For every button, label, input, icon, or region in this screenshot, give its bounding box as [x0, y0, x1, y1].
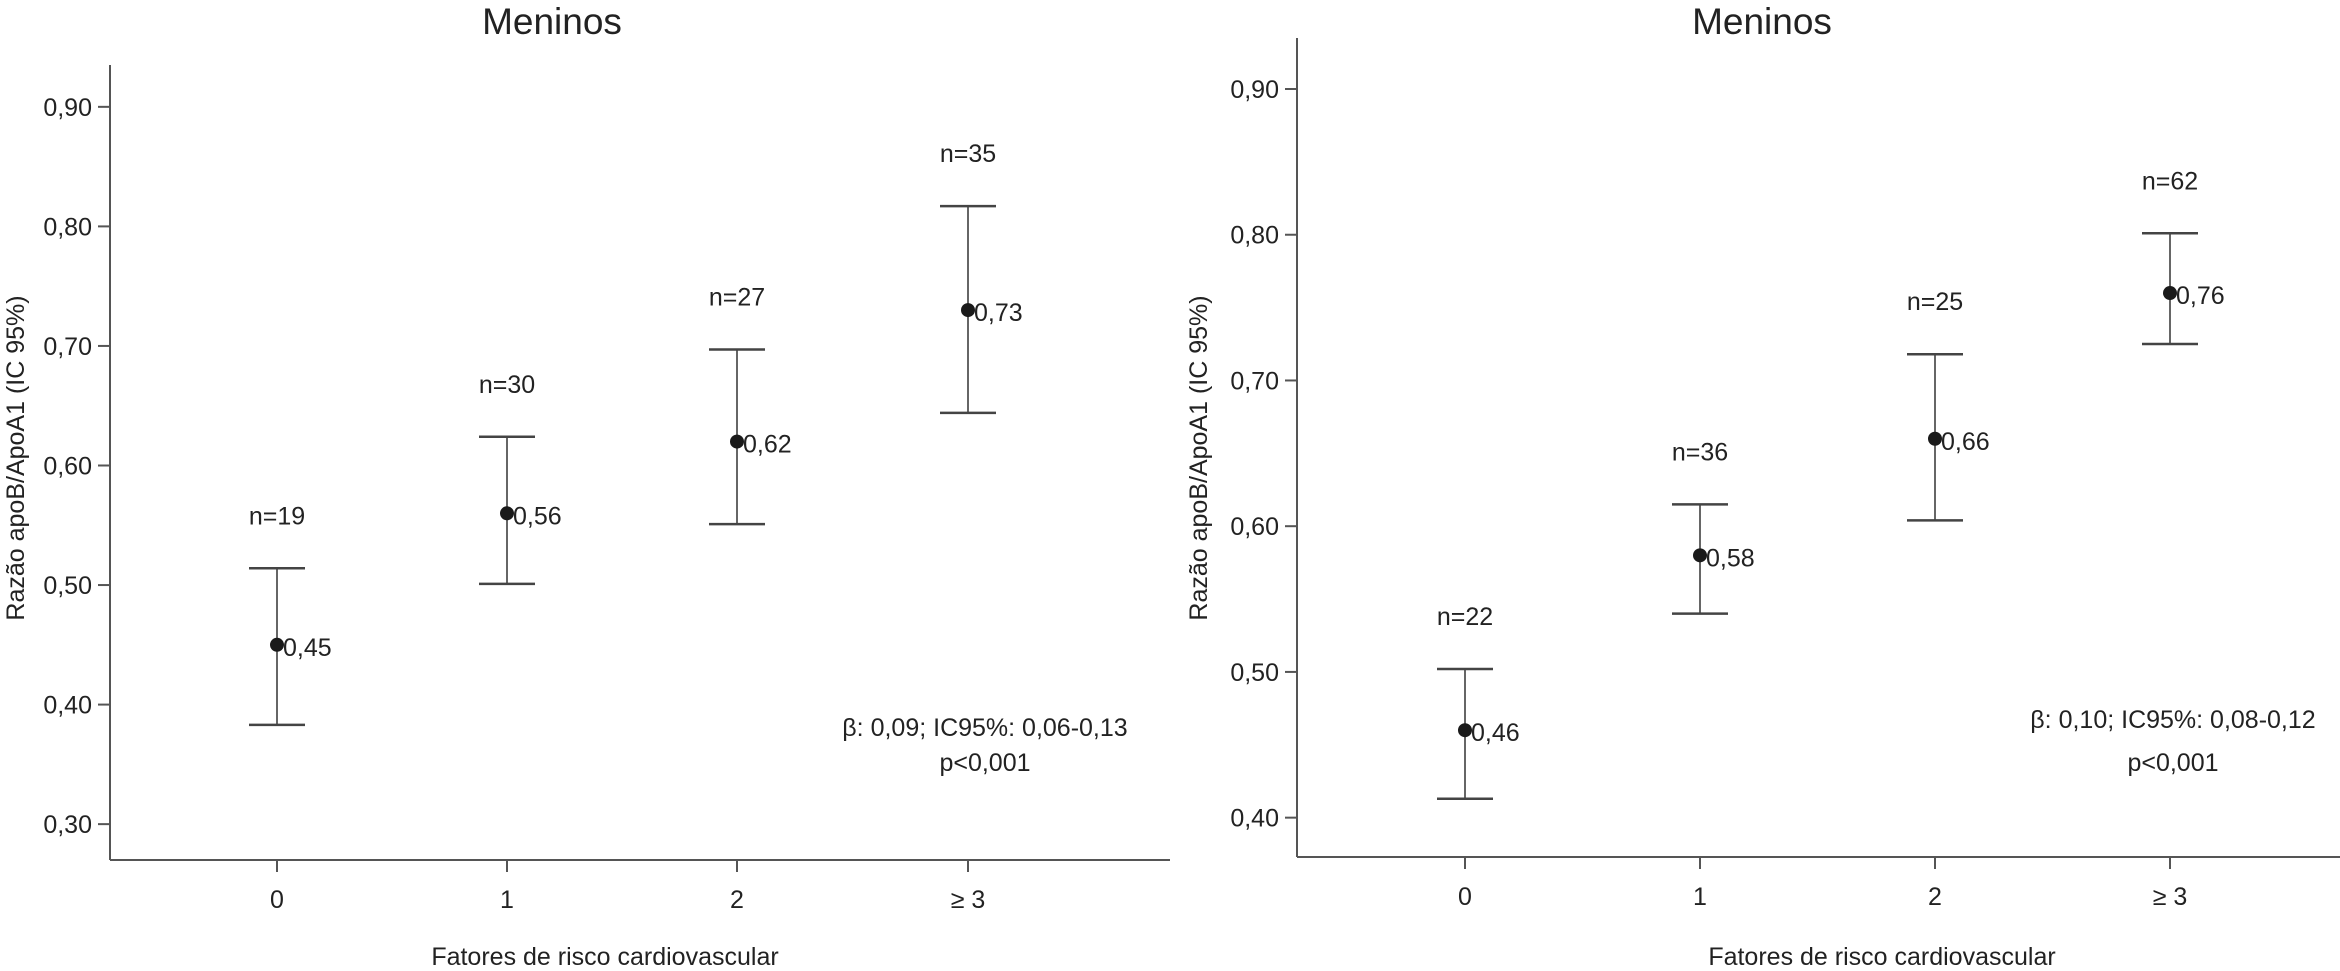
mean-point: [961, 303, 975, 318]
x-axis-label: Fatores de risco cardiovascular: [1708, 943, 2055, 971]
y-tick-label: 0,50: [1230, 659, 1279, 687]
y-tick-label: 0,70: [43, 333, 92, 361]
mean-value-label: 0,56: [513, 502, 562, 530]
mean-value-label: 0,45: [283, 634, 332, 662]
y-axis-label: Razão apoB/ApoA1 (IC 95%): [2, 295, 30, 620]
chart-title: Meninos: [482, 1, 622, 42]
x-tick-label: 2: [1928, 883, 1942, 911]
mean-value-label: 0,76: [2176, 282, 2225, 310]
mean-value-label: 0,58: [1706, 544, 1755, 572]
sample-size-label: n=22: [1437, 603, 1493, 631]
y-tick-label: 0,90: [1230, 76, 1279, 104]
y-tick-label: 0,60: [1230, 513, 1279, 541]
mean-point: [1928, 431, 1942, 446]
mean-point: [270, 637, 284, 652]
y-tick-label: 0,80: [43, 213, 92, 241]
sample-size-label: n=19: [249, 502, 305, 530]
x-tick-label: 0: [270, 886, 284, 914]
mean-value-label: 0,62: [743, 431, 792, 459]
mean-point: [500, 506, 514, 521]
y-tick-label: 0,40: [1230, 805, 1279, 833]
stats-annotation-line-1: β: 0,09; IC95%: 0,06-0,13: [842, 714, 1127, 742]
sample-size-label: n=35: [940, 140, 996, 168]
sample-size-label: n=30: [479, 371, 535, 399]
y-tick-label: 0,30: [43, 811, 92, 839]
x-tick-label: 2: [730, 886, 744, 914]
y-tick-label: 0,90: [43, 94, 92, 122]
mean-value-label: 0,46: [1471, 719, 1520, 747]
chart-title: Meninos: [1692, 1, 1832, 42]
y-tick-label: 0,80: [1230, 222, 1279, 250]
sample-size-label: n=62: [2142, 167, 2198, 195]
x-tick-label: ≥ 3: [951, 886, 986, 914]
chart-panel-left: Meninos Razão apoB/ApoA1 (IC 95%) Fatore…: [2, 1, 1170, 971]
y-tick-label: 0,70: [1230, 367, 1279, 395]
stats-annotation-line-2: p<0,001: [2127, 749, 2218, 777]
x-tick-label: 1: [1693, 883, 1707, 911]
mean-value-label: 0,73: [974, 299, 1023, 327]
y-axis-label: Razão apoB/ApoA1 (IC 95%): [1185, 295, 1213, 620]
sample-size-label: n=27: [709, 284, 765, 312]
mean-value-label: 0,66: [1941, 428, 1990, 456]
mean-point: [730, 434, 744, 449]
mean-point: [1458, 723, 1472, 738]
y-tick-label: 0,60: [43, 452, 92, 480]
stats-annotation-line-1: β: 0,10; IC95%: 0,08-0,12: [2030, 706, 2315, 734]
y-tick-label: 0,40: [43, 692, 92, 720]
chart-panel-right: Meninos Razão apoB/ApoA1 (IC 95%) Fatore…: [1170, 0, 2340, 971]
x-axis-label: Fatores de risco cardiovascular: [431, 943, 778, 971]
x-tick-label: ≥ 3: [2153, 883, 2188, 911]
error-bar-chart-right: Meninos Razão apoB/ApoA1 (IC 95%) Fatore…: [1185, 1, 2340, 971]
x-tick-label: 0: [1458, 883, 1472, 911]
sample-size-label: n=25: [1907, 288, 1963, 316]
error-bar-chart-left: Meninos Razão apoB/ApoA1 (IC 95%) Fatore…: [2, 1, 1170, 971]
mean-point: [2163, 286, 2177, 301]
sample-size-label: n=36: [1672, 438, 1728, 466]
stats-annotation-line-2: p<0,001: [939, 749, 1030, 777]
mean-point: [1693, 548, 1707, 563]
x-tick-label: 1: [500, 886, 514, 914]
y-tick-label: 0,50: [43, 572, 92, 600]
